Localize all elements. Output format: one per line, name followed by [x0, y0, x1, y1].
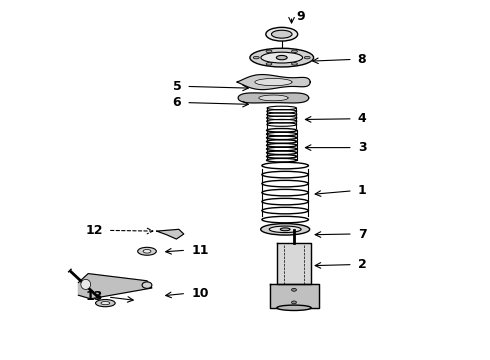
Text: 5: 5: [172, 80, 181, 93]
Polygon shape: [157, 229, 184, 239]
Text: 1: 1: [358, 184, 367, 197]
Polygon shape: [238, 93, 309, 103]
Text: 3: 3: [358, 141, 367, 154]
Polygon shape: [277, 243, 311, 284]
Ellipse shape: [143, 249, 151, 253]
Ellipse shape: [261, 52, 302, 63]
Text: 12: 12: [85, 224, 103, 237]
Text: 8: 8: [358, 53, 367, 66]
Ellipse shape: [81, 279, 91, 289]
Polygon shape: [237, 75, 310, 90]
Polygon shape: [270, 284, 318, 308]
Text: 2: 2: [358, 258, 367, 271]
Ellipse shape: [292, 288, 296, 291]
Ellipse shape: [261, 224, 310, 235]
Text: 9: 9: [296, 10, 305, 23]
Ellipse shape: [277, 305, 311, 310]
Text: 4: 4: [358, 112, 367, 125]
Ellipse shape: [292, 301, 296, 304]
Ellipse shape: [276, 55, 287, 60]
Ellipse shape: [271, 30, 292, 38]
Text: 10: 10: [191, 287, 209, 300]
Ellipse shape: [250, 48, 314, 67]
Text: 11: 11: [191, 244, 209, 257]
Ellipse shape: [253, 57, 259, 59]
Polygon shape: [259, 95, 288, 101]
Ellipse shape: [142, 282, 152, 288]
Text: 13: 13: [86, 291, 103, 303]
Ellipse shape: [269, 226, 301, 233]
Ellipse shape: [280, 228, 290, 231]
Text: 6: 6: [172, 96, 181, 109]
Ellipse shape: [101, 302, 110, 305]
Ellipse shape: [266, 63, 272, 65]
Ellipse shape: [266, 27, 297, 41]
Ellipse shape: [304, 57, 310, 59]
Ellipse shape: [292, 50, 297, 53]
Ellipse shape: [138, 247, 156, 255]
Ellipse shape: [292, 63, 297, 65]
Polygon shape: [255, 78, 292, 86]
Polygon shape: [78, 274, 152, 299]
Ellipse shape: [266, 50, 272, 53]
Text: 7: 7: [358, 228, 367, 240]
Ellipse shape: [96, 300, 115, 307]
